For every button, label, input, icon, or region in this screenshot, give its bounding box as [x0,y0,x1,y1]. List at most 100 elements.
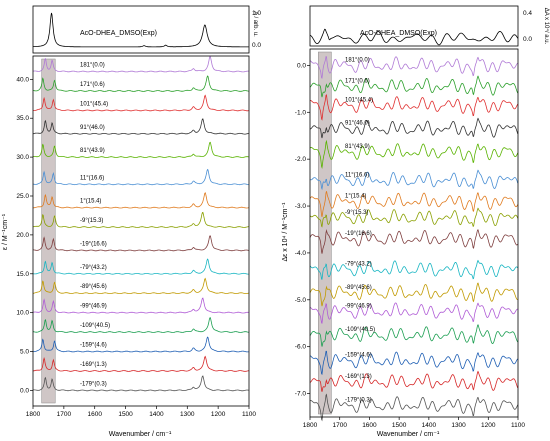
series-label: -79°(43.2) [80,265,107,271]
left-ylabel: ε / M⁻¹cm⁻¹ [2,213,9,250]
right-xlabel: Wavenumber / cm⁻¹ [377,431,440,438]
series-line [33,141,249,158]
series-line [309,229,519,254]
left-top-ytick-0: 0.0 [252,42,261,49]
series-line [309,323,519,347]
y-tick-label: -2.0 [295,156,307,163]
series-line [309,191,519,218]
series-line [32,94,249,112]
series-line [33,336,249,353]
right-panel: AcO-DHEA_DMSO(Exp) ΔA x 10⁴/ a.u. 0.0 0.… [282,5,550,438]
series-line [309,370,519,392]
x-tick-label: 1800 [303,422,318,429]
y-tick-label: 40.0 [16,76,29,83]
x-tick-label: 1200 [211,411,226,418]
series-label: 171°(0.6) [345,79,370,85]
right-top-frame [309,5,519,47]
y-tick-label: 25.0 [16,193,29,200]
series-label: -9°(15.3) [345,210,368,216]
x-tick-label: 1300 [180,411,195,418]
y-tick-label: 0.0 [20,387,29,394]
series-label: -179°(0.3) [80,381,107,387]
right-ylabel: Δε x 10⁴ / M⁻¹cm⁻¹ [282,202,289,262]
series-label: 101°(45.4) [80,101,108,107]
series-label: 91°(46.0) [80,125,105,131]
series-line [310,117,519,139]
series-line [309,75,519,98]
series-line [32,355,249,372]
series-label: -169°(1.3) [80,362,107,368]
series-line [309,282,518,307]
series-label: 11°(16.6) [345,172,369,178]
right-series-labels: 181°(0.0) 171°(0.6) 101°(45.4) 91°(46.0) 81°… [345,57,375,403]
y-tick-label: 10.0 [16,310,29,317]
top-spectrum-line [32,12,249,48]
left-xlabel: Wavenumber / cm⁻¹ [109,431,172,438]
y-tick-label: -5.0 [295,297,307,304]
y-tick-label: 35.0 [16,115,29,122]
right-top-ytick-1: 0.4 [523,10,532,17]
left-series-labels: -179°(0.3) -169°(1.3) -159°(4.6) -109°(40.5… [80,63,110,388]
series-label: 181°(0.0) [345,57,370,63]
right-top-ytick-0: 0.0 [523,36,532,43]
right-main-frame [309,48,519,418]
y-tick-label: 30.0 [16,154,29,161]
series-label: 101°(45.4) [345,97,373,103]
series-line [32,258,249,275]
series-label: -179°(0.3) [345,397,372,403]
y-tick-label: -3.0 [295,203,307,210]
y-tick-label: -1.0 [295,109,307,116]
series-label: 181°(0.0) [80,63,105,69]
y-tick-label: 0.0 [297,62,306,69]
x-tick-label: 1100 [511,422,525,429]
series-label: 81°(43.9) [345,144,370,150]
y-tick-label: -6.0 [295,344,307,351]
x-tick-label: 1100 [242,411,256,418]
left-top-ytick-1: 1.0 [252,10,261,17]
right-top-ylabel: ΔA x 10⁴/ a.u. [543,8,550,45]
series-label: -79°(43.2) [345,261,372,267]
series-line [309,350,519,376]
series-line [309,169,519,191]
top-spectrum-line [309,28,519,46]
series-line [32,75,249,92]
series-line [309,259,519,280]
right-top-spectrum [309,28,519,46]
x-tick-label: 1800 [26,411,41,418]
left-panel: AcO-DHEA_DMSO(Exp) A / arb. u. 0.0 1.0 ε… [2,5,261,438]
left-top-frame [32,5,250,54]
series-line [32,56,249,73]
x-tick-label: 1500 [118,411,133,418]
right-traces [309,56,519,422]
series-label: -109°(40.5) [80,323,110,329]
left-top-label: AcO-DHEA_DMSO(Exp) [80,30,157,37]
y-tick-label: -7.0 [295,391,307,398]
series-label: 1°(15.4) [80,199,101,205]
series-line [32,317,249,333]
left-traces [32,56,249,392]
series-line [32,297,249,314]
x-tick-label: 1300 [451,422,466,429]
series-label: 11°(16.6) [80,175,104,181]
series-line [33,235,249,252]
x-tick-label: 1500 [392,422,407,429]
series-label: -19°(16.6) [80,241,107,247]
x-tick-label: 1400 [422,422,437,429]
series-line [309,207,519,228]
series-label: -159°(4.6) [80,343,107,349]
left-highlight-band [41,58,56,404]
x-tick-label: 1600 [362,422,377,429]
right-highlight-band [318,51,332,415]
x-tick-label: 1700 [57,411,72,418]
left-axes: 1800 1700 1600 1500 1400 1300 1200 1100 0.0 5.0 10… [16,76,256,418]
series-label: -109°(40.5) [345,327,375,333]
y-tick-label: 5.0 [20,349,29,356]
series-label: -89°(45.6) [80,284,107,290]
series-label: 91°(46.0) [345,121,370,127]
series-label: -9°(15.3) [80,218,103,224]
left-top-ylabel: A / arb. u. [252,11,258,37]
y-tick-label: 20.0 [16,232,29,239]
series-label: 171°(0.6) [80,82,105,88]
series-line [32,211,249,228]
